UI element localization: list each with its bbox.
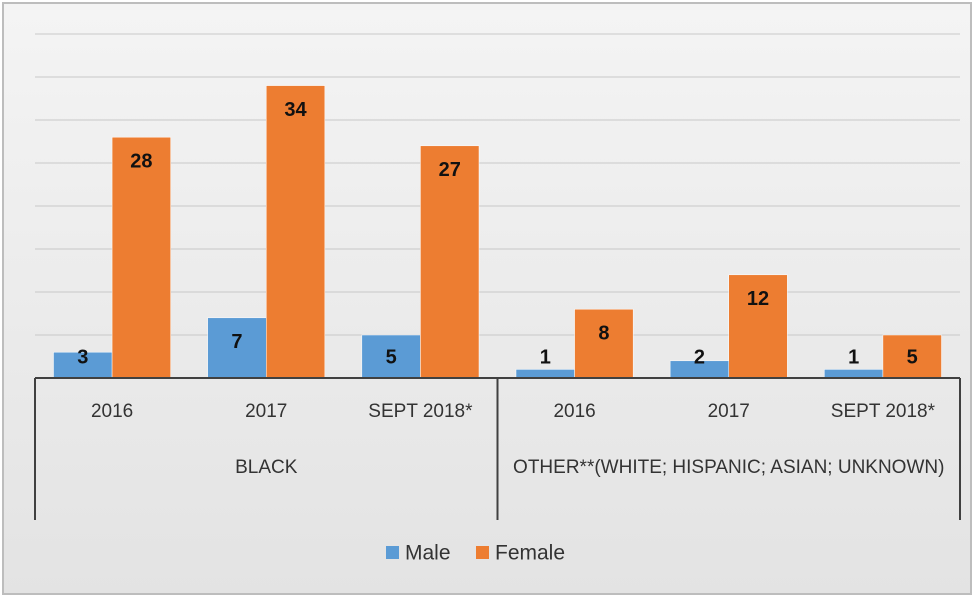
data-label: 28 <box>130 150 152 172</box>
legend-swatch <box>476 546 489 559</box>
group-label-box: BLACK <box>235 457 298 478</box>
data-label: 5 <box>386 346 397 368</box>
data-label: 5 <box>907 346 918 368</box>
data-label: 12 <box>747 288 769 310</box>
group-label: OTHER**(WHITE; HISPANIC; ASIAN; UNKNOWN) <box>513 457 945 478</box>
legend-label: Female <box>495 542 565 565</box>
bar <box>882 334 942 379</box>
group-label: BLACK <box>235 457 298 478</box>
data-label: 1 <box>540 346 551 368</box>
x-tick-label: SEPT 2018* <box>831 401 936 422</box>
group-label-box: OTHER**(WHITE; HISPANIC; ASIAN; UNKNOWN) <box>513 457 945 478</box>
x-tick-label: 2016 <box>553 401 595 422</box>
data-label: 2 <box>694 346 705 368</box>
x-tick-label: 2016 <box>91 401 133 422</box>
bar <box>266 85 326 379</box>
legend-label: Male <box>405 542 451 565</box>
bar <box>515 369 575 379</box>
data-label: 8 <box>598 322 609 344</box>
bar <box>574 308 634 379</box>
data-label: 3 <box>77 346 88 368</box>
legend-swatch <box>386 546 399 559</box>
data-label: 34 <box>284 99 307 121</box>
bar <box>111 136 171 379</box>
bar <box>728 274 788 379</box>
data-label: 7 <box>231 331 242 353</box>
bar <box>824 369 884 379</box>
data-label: 27 <box>439 159 461 181</box>
data-label: 1 <box>848 346 859 368</box>
legend: Male Female <box>386 542 565 565</box>
x-tick-label: 2017 <box>708 401 750 422</box>
x-tick-label: 2017 <box>245 401 287 422</box>
x-tick-label: SEPT 2018* <box>368 401 473 422</box>
